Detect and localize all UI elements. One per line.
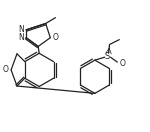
Text: O: O — [52, 33, 58, 42]
Text: S: S — [105, 52, 110, 61]
Text: N: N — [18, 25, 24, 34]
Text: O: O — [2, 65, 8, 74]
Text: O: O — [119, 59, 125, 68]
Text: N: N — [18, 33, 24, 42]
